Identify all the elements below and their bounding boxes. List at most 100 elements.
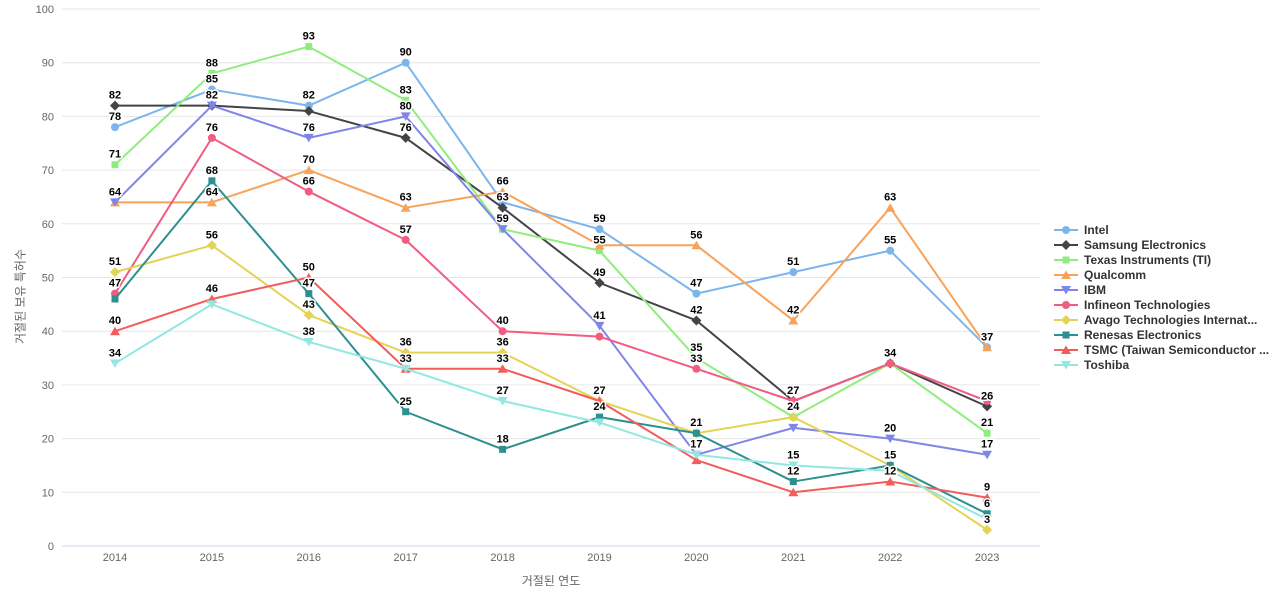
data-point-marker	[885, 477, 896, 486]
legend-item-intel[interactable]: Intel	[1053, 222, 1269, 237]
legend-item-renesas-electronics[interactable]: Renesas Electronics	[1053, 327, 1269, 342]
data-label: 17	[690, 439, 702, 451]
data-point-marker	[497, 187, 508, 196]
legend-item-label: Intel	[1084, 222, 1109, 237]
y-tick-label: 40	[42, 326, 54, 338]
data-label: 51	[109, 256, 121, 268]
data-point-marker	[111, 161, 119, 169]
y-tick-label: 70	[42, 165, 54, 177]
data-point-marker	[983, 397, 992, 406]
data-point-marker	[498, 327, 507, 336]
data-point-marker	[595, 225, 604, 234]
data-point-marker	[497, 202, 508, 213]
data-label: 64	[206, 186, 219, 198]
data-label: 63	[496, 192, 508, 204]
series-infineon-technologies	[111, 133, 992, 406]
x-tick-label: 2023	[975, 552, 999, 564]
x-tick-label: 2019	[587, 552, 611, 564]
legend-item-ibm[interactable]: IBM	[1053, 282, 1269, 297]
data-point-marker	[208, 177, 216, 185]
legend-item-qualcomm[interactable]: Qualcomm	[1053, 267, 1269, 282]
y-tick-label: 80	[42, 111, 54, 123]
data-point-marker	[402, 408, 410, 416]
y-tick-label: 10	[42, 487, 54, 499]
y-tick-label: 0	[48, 541, 54, 553]
data-label: 15	[787, 449, 799, 461]
legend-item-label: TSMC (Taiwan Semiconductor ...	[1084, 342, 1270, 357]
y-tick-label: 90	[42, 58, 54, 70]
data-label: 12	[787, 466, 799, 478]
data-label: 47	[109, 278, 121, 290]
legend-marker-icon	[1054, 285, 1078, 294]
legend-item-toshiba[interactable]: Toshiba	[1053, 357, 1269, 372]
series-line	[114, 276, 989, 499]
legend-marker-icon	[1054, 345, 1078, 354]
series-line	[114, 61, 989, 349]
legend-item-texas-instruments-ti[interactable]: Texas Instruments (TI)	[1053, 252, 1269, 267]
data-label: 76	[303, 122, 315, 134]
data-label: 70	[303, 154, 315, 166]
data-point-marker	[788, 315, 799, 325]
data-point-marker	[886, 359, 895, 368]
x-tick-label: 2021	[781, 552, 805, 564]
data-point-marker	[497, 397, 508, 406]
data-point-marker	[594, 277, 605, 288]
legend-item-label: Qualcomm	[1084, 267, 1147, 282]
series-renesas-electronics	[111, 177, 991, 518]
data-point-marker	[691, 315, 702, 326]
data-point-marker	[789, 397, 798, 406]
data-label: 24	[787, 401, 800, 413]
data-point-marker	[691, 450, 702, 460]
legend-marker-icon	[1054, 225, 1078, 234]
data-point-marker	[692, 354, 700, 362]
data-label: 46	[206, 283, 218, 295]
data-label: 47	[303, 278, 315, 290]
series-tsmc-taiwan-semiconductor	[110, 273, 993, 502]
data-label: 20	[884, 423, 896, 435]
data-label: 82	[109, 90, 121, 102]
legend-marker-icon	[1054, 256, 1078, 263]
data-point-marker	[110, 100, 120, 111]
data-point-marker	[401, 58, 410, 67]
legend-marker-icon	[1054, 270, 1078, 279]
data-label: 27	[496, 385, 508, 397]
legend-marker-shape	[1061, 239, 1071, 250]
legend-marker-icon	[1054, 300, 1078, 309]
series-avago-technologies-internat	[110, 240, 993, 535]
data-label: 21	[981, 417, 993, 429]
data-point-marker	[110, 267, 120, 278]
data-label: 50	[303, 262, 315, 274]
legend-item-samsung-electronics[interactable]: Samsung Electronics	[1053, 237, 1269, 252]
x-tick-label: 2017	[393, 552, 417, 564]
legend-marker-icon	[1054, 360, 1078, 369]
x-tick-label: 2022	[878, 552, 902, 564]
data-point-marker	[400, 132, 411, 143]
legend-item-infineon-technologies[interactable]: Infineon Technologies	[1053, 297, 1269, 312]
series-toshiba	[110, 300, 993, 524]
data-point-marker	[789, 478, 797, 486]
data-point-marker	[594, 418, 605, 427]
data-label: 6	[984, 498, 990, 510]
data-point-marker	[400, 364, 411, 374]
data-label: 33	[690, 353, 702, 365]
data-label: 88	[206, 57, 218, 69]
data-label: 85	[206, 74, 218, 86]
series-qualcomm	[110, 165, 993, 352]
data-point-marker	[788, 423, 799, 433]
data-point-marker	[885, 466, 896, 476]
legend-item-label: Texas Instruments (TI)	[1084, 252, 1212, 267]
data-point-marker	[982, 515, 993, 524]
legend-item-label: Infineon Technologies	[1084, 297, 1211, 312]
legend-item-tsmc-taiwan-semiconductor[interactable]: TSMC (Taiwan Semiconductor ...	[1053, 342, 1269, 357]
data-point-marker	[594, 396, 605, 406]
legend-item-avago-technologies-internat[interactable]: Avago Technologies Internat...	[1053, 312, 1269, 327]
data-label: 56	[206, 229, 218, 241]
x-tick-label: 2016	[297, 552, 321, 564]
data-label: 40	[496, 315, 508, 327]
data-point-marker	[400, 203, 411, 212]
data-label: 90	[400, 47, 412, 59]
data-label: 9	[984, 482, 990, 494]
data-label: 57	[400, 224, 412, 236]
data-label: 56	[690, 229, 702, 241]
